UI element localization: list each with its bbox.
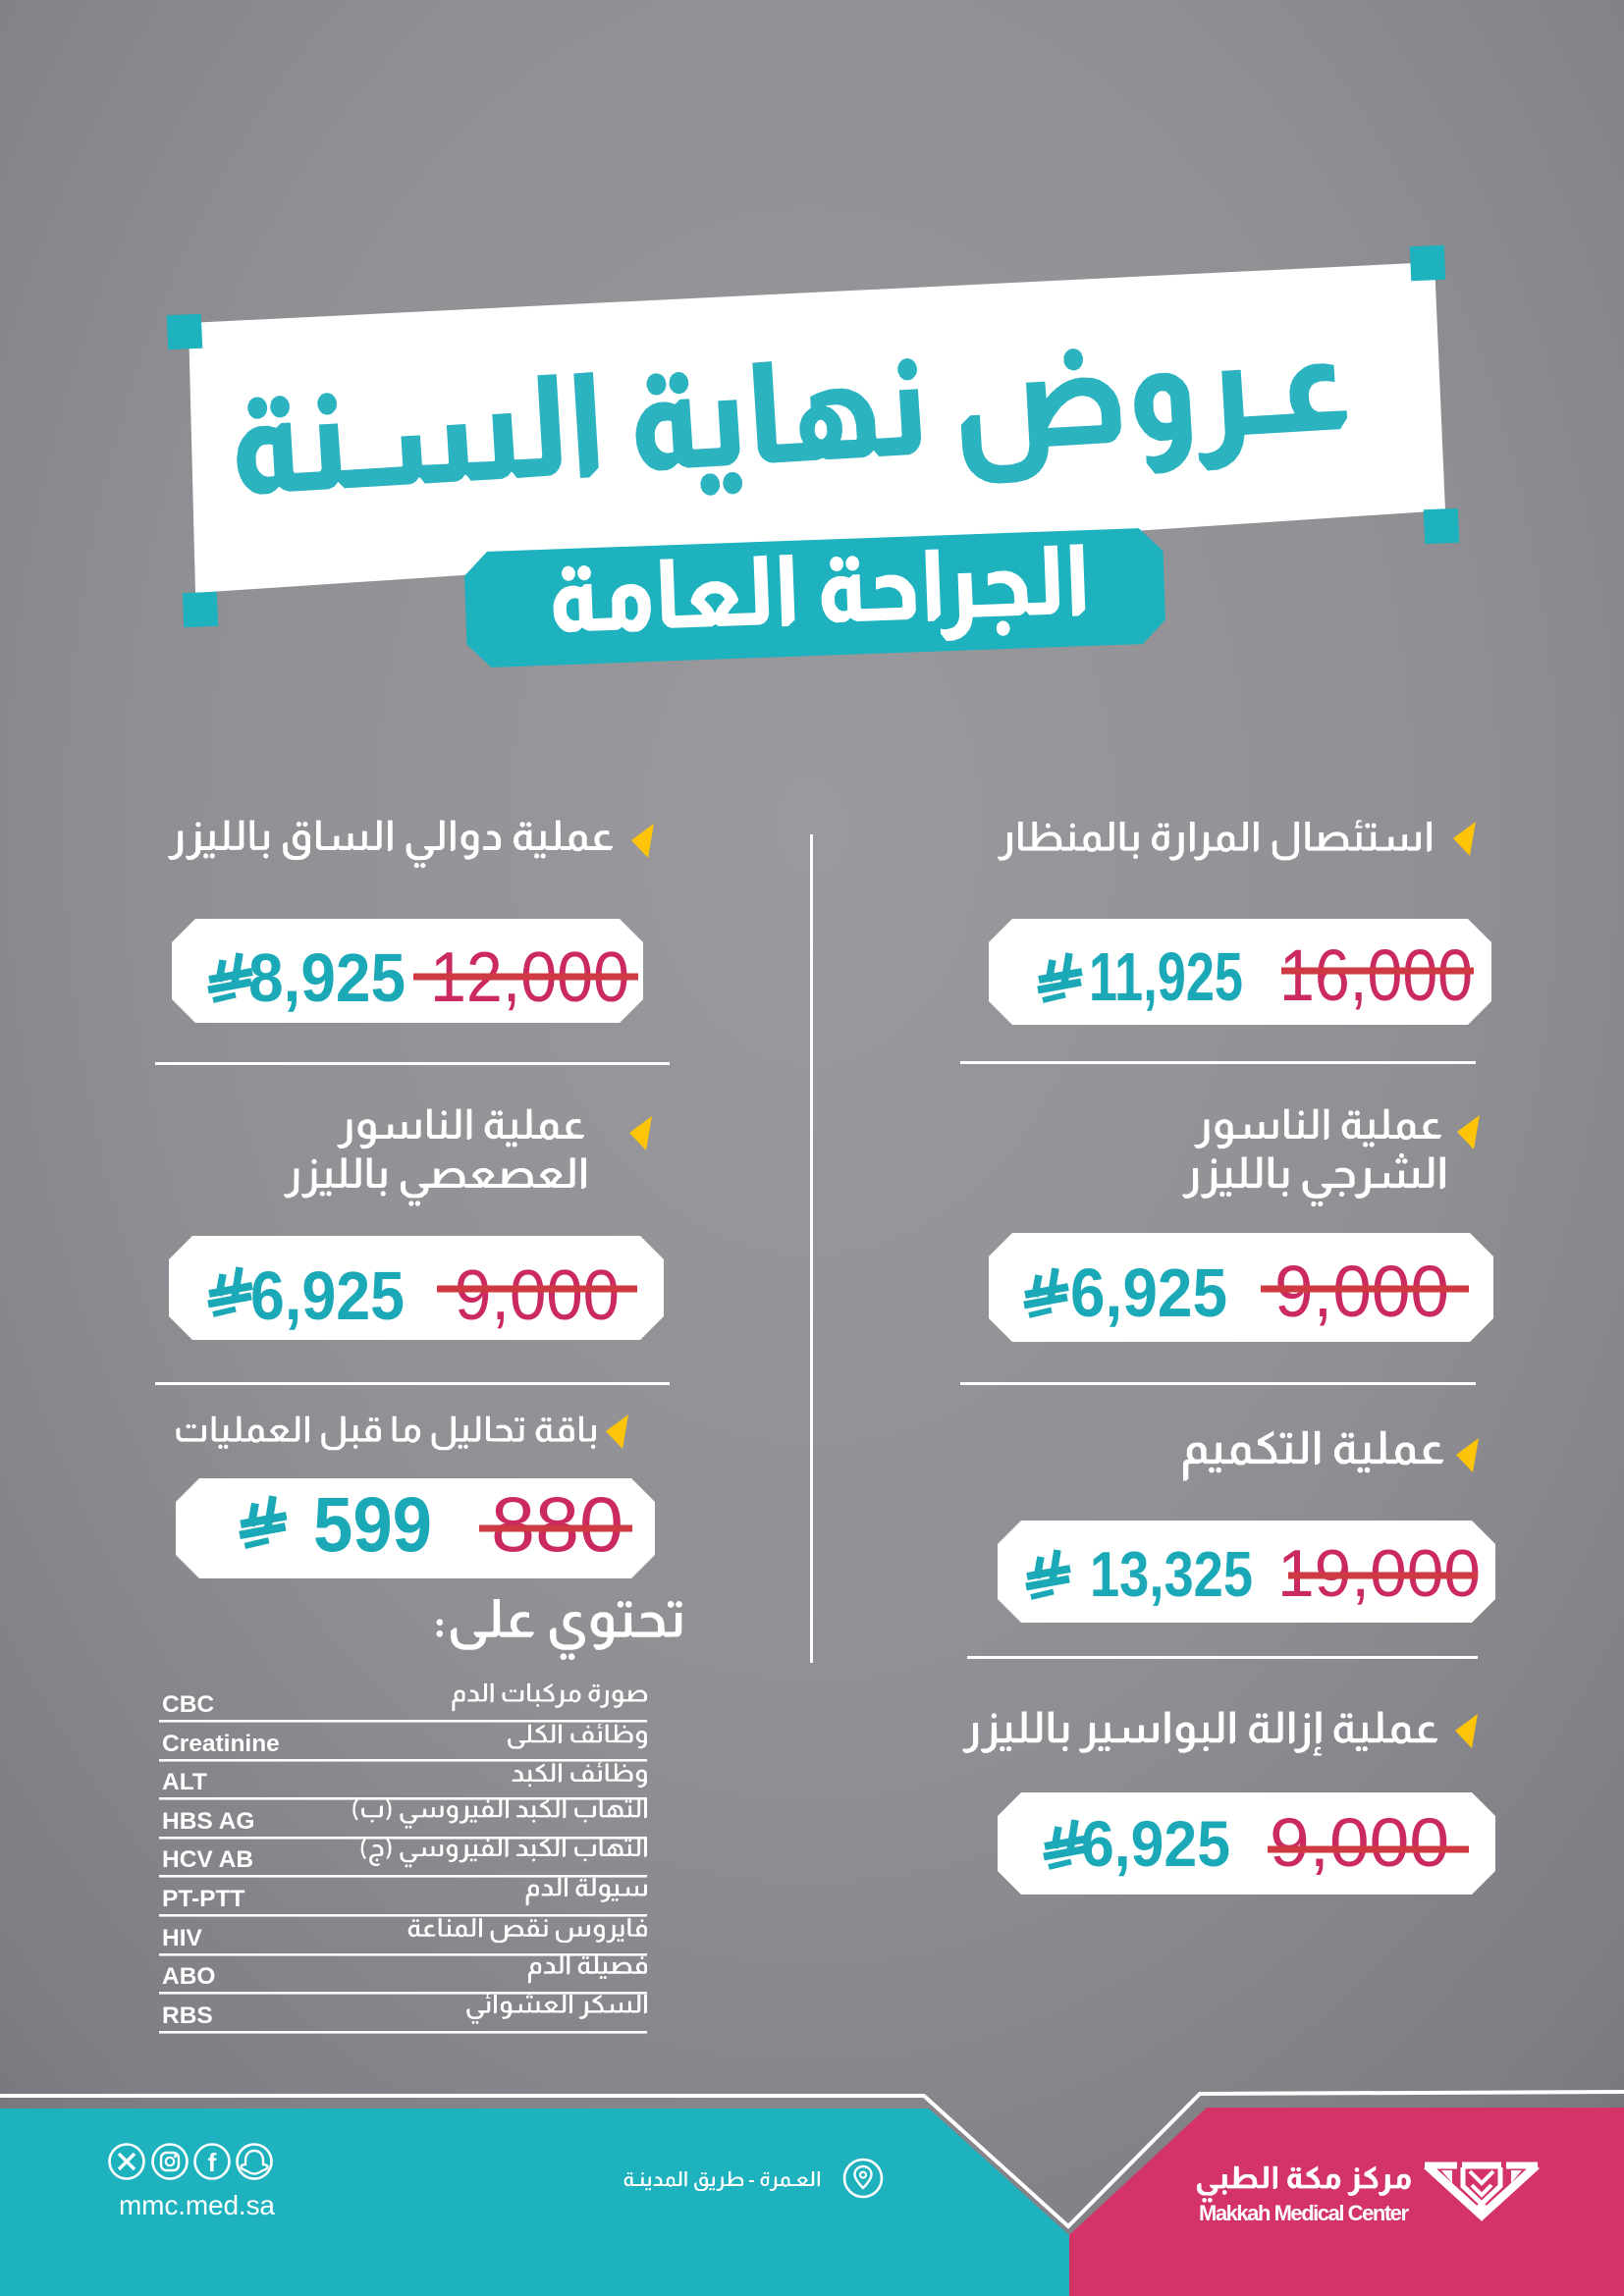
svg-text:CBC: CBC — [162, 1691, 214, 1718]
svg-text:11,925: 11,925 — [1089, 938, 1243, 1015]
svg-text:13,325: 13,325 — [1090, 1538, 1253, 1610]
svg-text:16,000: 16,000 — [1279, 934, 1473, 1016]
svg-text:Creatinine: Creatinine — [162, 1731, 280, 1757]
svg-text:6,925: 6,925 — [1070, 1255, 1227, 1331]
svg-text:Makkah Medical Center: Makkah Medical Center — [1199, 2201, 1409, 2225]
svg-text:9,000: 9,000 — [455, 1256, 620, 1335]
svg-text:6,925: 6,925 — [250, 1257, 405, 1334]
svg-text:HCV AB: HCV AB — [162, 1846, 253, 1873]
svg-text:f: f — [208, 2148, 217, 2177]
svg-text:HBS AG: HBS AG — [162, 1808, 254, 1835]
svg-text:ABO: ABO — [162, 1963, 215, 1990]
svg-text:8,925: 8,925 — [248, 939, 406, 1016]
svg-text:9,000: 9,000 — [1270, 1804, 1449, 1881]
svg-text:RBS: RBS — [162, 2002, 213, 2029]
svg-text:mmc.med.sa: mmc.med.sa — [119, 2190, 275, 2220]
svg-text:599: 599 — [313, 1480, 432, 1568]
svg-text:6,925: 6,925 — [1081, 1807, 1230, 1880]
svg-text:880: 880 — [491, 1480, 623, 1568]
svg-text:HIV: HIV — [162, 1925, 203, 1951]
svg-text:ALT: ALT — [162, 1769, 207, 1795]
svg-text:PT-PTT: PT-PTT — [162, 1886, 244, 1912]
